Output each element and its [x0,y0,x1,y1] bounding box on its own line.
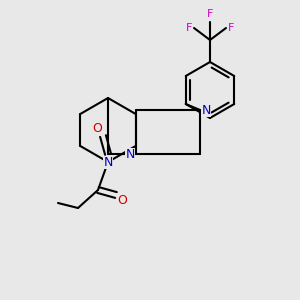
Text: O: O [117,194,127,206]
Text: F: F [228,23,234,33]
Text: N: N [201,103,211,116]
Text: N: N [103,155,113,169]
Text: O: O [92,122,102,136]
Text: N: N [125,148,135,160]
Text: F: F [186,23,192,33]
Text: F: F [207,9,213,19]
